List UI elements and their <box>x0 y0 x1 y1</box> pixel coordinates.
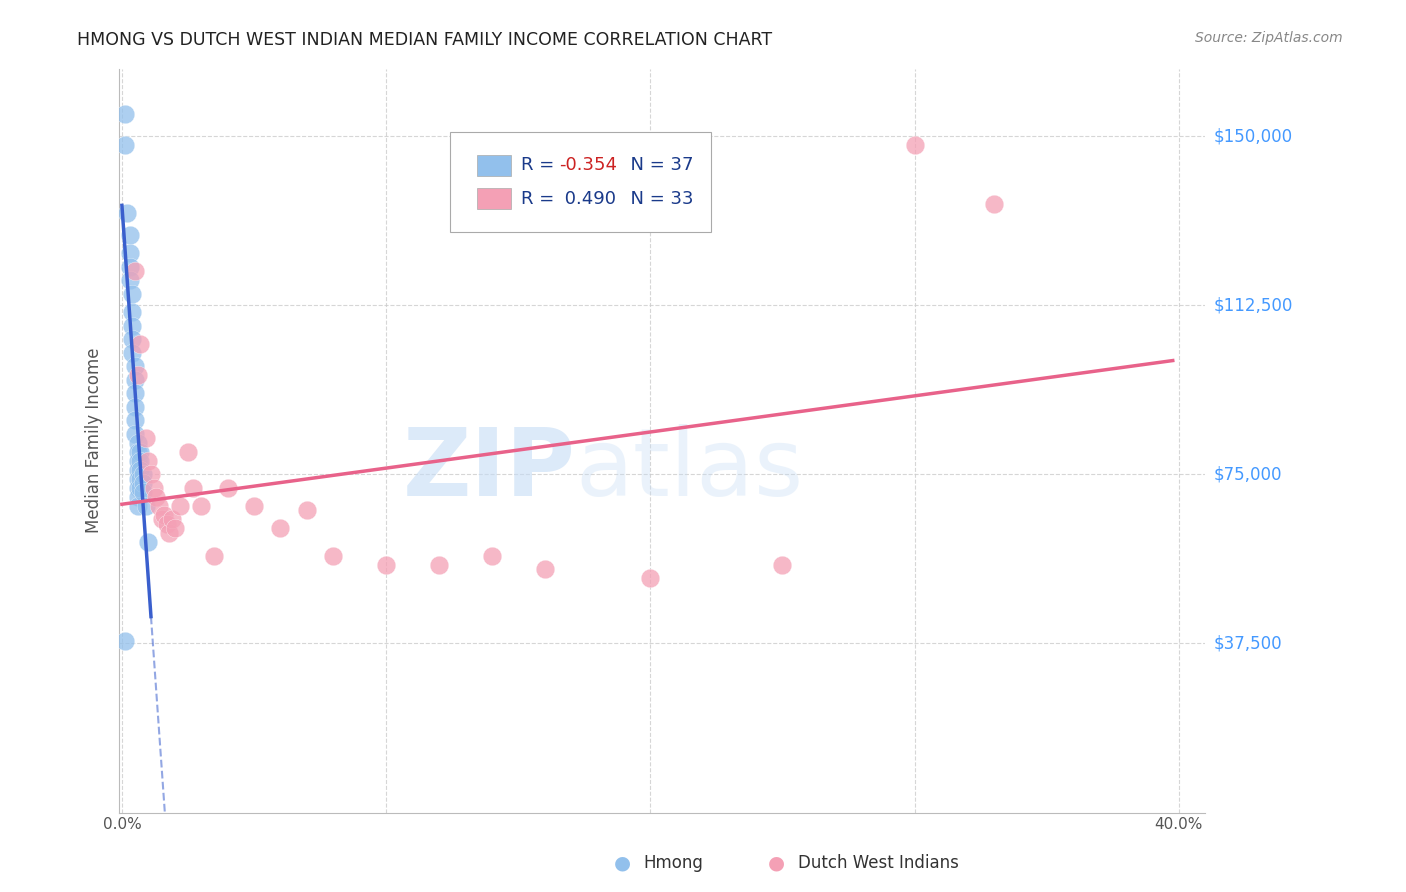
Point <box>132 467 155 482</box>
Point <box>481 549 503 563</box>
Point <box>269 521 291 535</box>
Point <box>190 499 212 513</box>
Point <box>903 138 925 153</box>
Point <box>127 499 149 513</box>
Point <box>124 386 146 401</box>
Text: N = 37: N = 37 <box>619 156 693 174</box>
Point <box>118 228 141 243</box>
Point <box>127 490 149 504</box>
Point <box>202 549 225 563</box>
Point <box>243 499 266 513</box>
Point <box>983 196 1005 211</box>
Point <box>121 305 143 319</box>
Point <box>772 558 794 572</box>
Point <box>127 368 149 383</box>
Point <box>118 246 141 260</box>
Point <box>121 345 143 359</box>
Point <box>129 336 152 351</box>
Point <box>163 521 186 535</box>
Point <box>135 431 157 445</box>
Text: $150,000: $150,000 <box>1213 128 1292 145</box>
Point <box>159 525 181 540</box>
Point <box>127 435 149 450</box>
Text: atlas: atlas <box>575 425 804 516</box>
Point <box>114 106 136 120</box>
Text: HMONG VS DUTCH WEST INDIAN MEDIAN FAMILY INCOME CORRELATION CHART: HMONG VS DUTCH WEST INDIAN MEDIAN FAMILY… <box>77 31 772 49</box>
Point <box>121 287 143 301</box>
Point <box>127 481 149 495</box>
Point <box>160 512 183 526</box>
Point <box>156 516 179 531</box>
Text: ●: ● <box>613 854 631 872</box>
Text: ●: ● <box>768 854 786 872</box>
Point <box>114 634 136 648</box>
Text: N = 33: N = 33 <box>619 190 693 208</box>
Text: R =: R = <box>522 156 560 174</box>
Point <box>145 490 167 504</box>
Text: $75,000: $75,000 <box>1213 466 1282 483</box>
Point <box>124 413 146 427</box>
FancyBboxPatch shape <box>477 188 512 209</box>
Point <box>127 463 149 477</box>
Point <box>375 558 398 572</box>
Point <box>533 562 555 576</box>
Point <box>181 481 204 495</box>
Text: 0.490: 0.490 <box>560 190 616 208</box>
FancyBboxPatch shape <box>477 155 512 176</box>
Point <box>124 359 146 373</box>
Text: Hmong: Hmong <box>643 855 703 872</box>
Point <box>124 264 146 278</box>
Point <box>139 467 162 482</box>
Point <box>138 535 160 549</box>
Point <box>129 445 152 459</box>
Point <box>153 508 176 522</box>
Point <box>124 400 146 414</box>
Text: Source: ZipAtlas.com: Source: ZipAtlas.com <box>1195 31 1343 45</box>
Point <box>129 454 152 468</box>
Point <box>169 499 191 513</box>
Point <box>142 481 165 495</box>
Point <box>118 260 141 274</box>
FancyBboxPatch shape <box>450 132 711 232</box>
Point <box>127 445 149 459</box>
Point <box>427 558 450 572</box>
Point <box>177 445 200 459</box>
Point <box>129 472 152 486</box>
Point <box>640 571 662 585</box>
Point <box>129 463 152 477</box>
Text: $112,500: $112,500 <box>1213 296 1292 314</box>
Text: Dutch West Indians: Dutch West Indians <box>799 855 959 872</box>
Point <box>138 454 160 468</box>
Point <box>118 273 141 287</box>
Point <box>121 318 143 333</box>
Point <box>124 426 146 441</box>
Point <box>115 206 138 220</box>
Point <box>150 512 173 526</box>
Point <box>121 332 143 346</box>
Y-axis label: Median Family Income: Median Family Income <box>86 348 103 533</box>
Point <box>148 499 170 513</box>
Point <box>132 476 155 491</box>
Point <box>114 138 136 153</box>
Point <box>217 481 239 495</box>
Point <box>129 481 152 495</box>
Text: ZIP: ZIP <box>402 425 575 516</box>
Point <box>322 549 344 563</box>
Text: R =: R = <box>522 190 560 208</box>
Point <box>127 472 149 486</box>
Point <box>295 503 318 517</box>
Point <box>135 499 157 513</box>
Point <box>124 373 146 387</box>
Point <box>127 454 149 468</box>
Text: $37,500: $37,500 <box>1213 634 1282 652</box>
Point <box>132 485 155 500</box>
Text: -0.354: -0.354 <box>560 156 617 174</box>
